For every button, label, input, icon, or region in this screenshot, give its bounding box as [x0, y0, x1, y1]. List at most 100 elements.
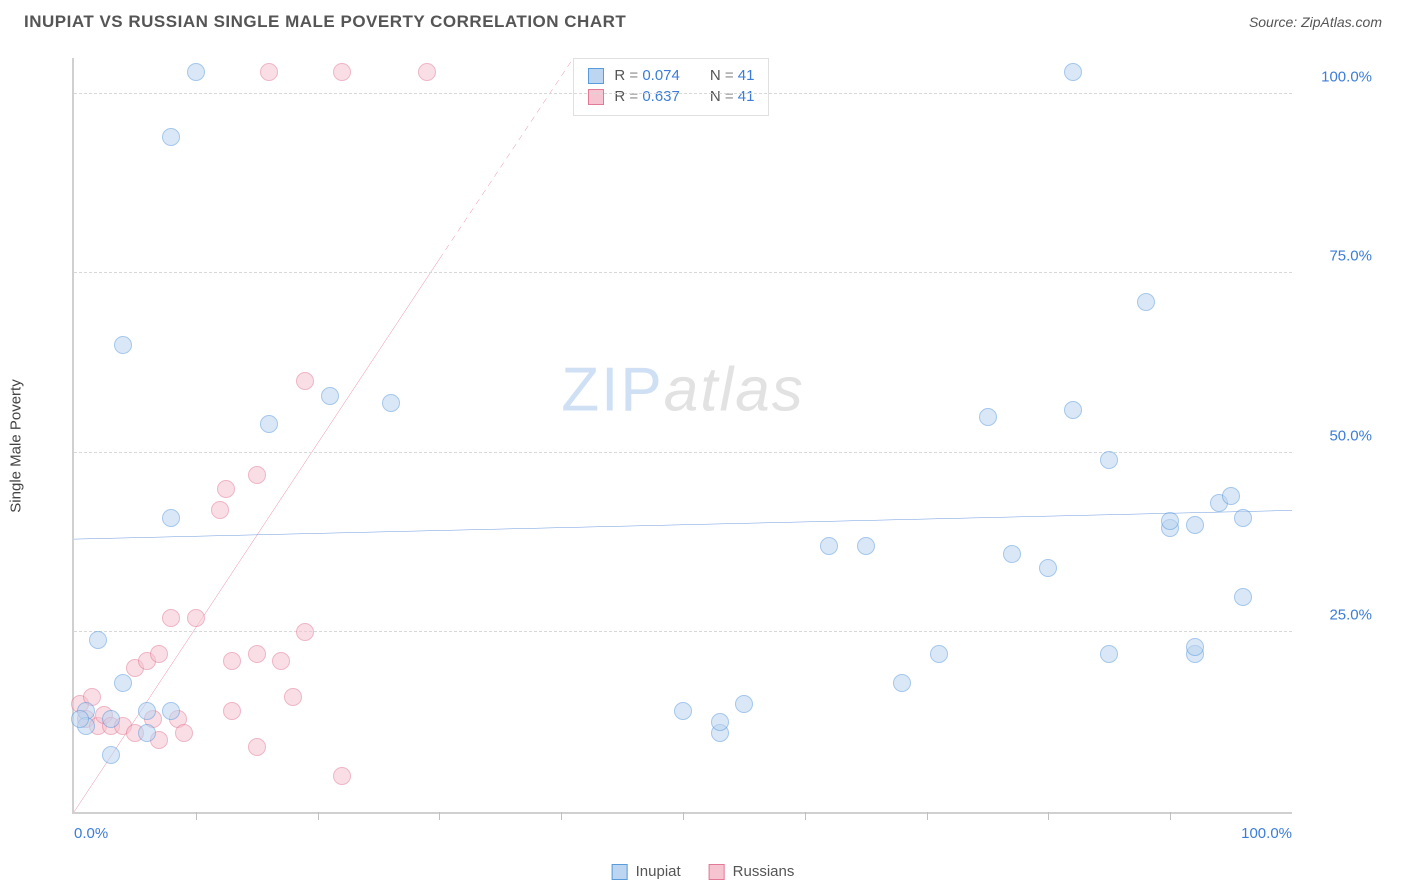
- scatter-point-inupiat: [1222, 487, 1240, 505]
- chart-source: Source: ZipAtlas.com: [1249, 14, 1382, 30]
- plot-area: ZIPatlas R = 0.074N = 41R = 0.637N = 41 …: [72, 58, 1292, 814]
- scatter-point-inupiat: [1137, 293, 1155, 311]
- scatter-point-inupiat: [382, 394, 400, 412]
- stat-row-inupiat: R = 0.074 N = 41: [588, 65, 754, 86]
- scatter-point-russians: [296, 372, 314, 390]
- x-tick: [318, 812, 319, 820]
- scatter-point-inupiat: [1100, 451, 1118, 469]
- scatter-point-inupiat: [162, 702, 180, 720]
- x-tick: [196, 812, 197, 820]
- scatter-point-inupiat: [711, 713, 729, 731]
- y-tick-label: 100.0%: [1302, 68, 1372, 85]
- scatter-point-inupiat: [979, 408, 997, 426]
- scatter-point-inupiat: [102, 746, 120, 764]
- scatter-point-russians: [272, 652, 290, 670]
- x-tick: [683, 812, 684, 820]
- scatter-point-inupiat: [1100, 645, 1118, 663]
- correlation-stat-box: R = 0.074 N = 41 R = 0.637 N = 41: [573, 58, 769, 116]
- scatter-point-inupiat: [114, 336, 132, 354]
- scatter-point-inupiat: [138, 702, 156, 720]
- stat-row-russians: R = 0.637 N = 41: [588, 86, 754, 107]
- scatter-point-russians: [248, 738, 266, 756]
- trend-lines-layer: [74, 58, 1292, 812]
- scatter-point-inupiat: [1234, 588, 1252, 606]
- scatter-point-russians: [333, 63, 351, 81]
- scatter-point-russians: [248, 645, 266, 663]
- legend-item-inupiat[interactable]: Inupiat: [612, 863, 681, 880]
- x-tick: [561, 812, 562, 820]
- scatter-point-russians: [223, 702, 241, 720]
- watermark-atlas: atlas: [664, 355, 805, 424]
- scatter-point-russians: [150, 645, 168, 663]
- x-tick: [1048, 812, 1049, 820]
- grid-line: [74, 631, 1292, 632]
- x-tick: [439, 812, 440, 820]
- scatter-point-russians: [284, 688, 302, 706]
- scatter-point-inupiat: [162, 509, 180, 527]
- y-axis-label: Single Male Poverty: [8, 379, 25, 512]
- legend-item-russians[interactable]: Russians: [709, 863, 795, 880]
- scatter-point-inupiat: [1064, 63, 1082, 81]
- scatter-point-russians: [296, 623, 314, 641]
- legend-swatch-icon: [709, 864, 725, 880]
- source-name: ZipAtlas.com: [1301, 14, 1382, 30]
- stat-n-label: N = 41: [710, 88, 755, 105]
- scatter-point-russians: [175, 724, 193, 742]
- scatter-point-russians: [418, 63, 436, 81]
- grid-line: [74, 272, 1292, 273]
- trend-line: [439, 58, 573, 259]
- watermark: ZIPatlas: [561, 354, 804, 425]
- scatter-point-inupiat: [857, 537, 875, 555]
- y-tick-label: 75.0%: [1302, 248, 1372, 265]
- scatter-point-inupiat: [71, 710, 89, 728]
- scatter-point-russians: [187, 609, 205, 627]
- x-tick: [805, 812, 806, 820]
- scatter-point-inupiat: [102, 710, 120, 728]
- chart-header: INUPIAT VS RUSSIAN SINGLE MALE POVERTY C…: [0, 0, 1406, 40]
- stat-swatch-icon: [588, 68, 604, 84]
- x-tick-label: 0.0%: [74, 825, 108, 842]
- stat-n-label: N = 41: [710, 67, 755, 84]
- scatter-point-inupiat: [735, 695, 753, 713]
- scatter-point-inupiat: [1186, 638, 1204, 656]
- x-tick: [1170, 812, 1171, 820]
- scatter-point-inupiat: [187, 63, 205, 81]
- scatter-point-inupiat: [321, 387, 339, 405]
- scatter-point-russians: [333, 767, 351, 785]
- scatter-point-inupiat: [893, 674, 911, 692]
- y-tick-label: 25.0%: [1302, 607, 1372, 624]
- source-prefix: Source:: [1249, 14, 1301, 30]
- stat-r-label: R = 0.074: [614, 67, 679, 84]
- legend-swatch-icon: [612, 864, 628, 880]
- chart-container: Single Male Poverty ZIPatlas R = 0.074N …: [24, 48, 1382, 844]
- scatter-point-inupiat: [1064, 401, 1082, 419]
- y-tick-label: 50.0%: [1302, 427, 1372, 444]
- scatter-point-russians: [248, 466, 266, 484]
- scatter-point-russians: [162, 609, 180, 627]
- grid-line: [74, 93, 1292, 94]
- scatter-point-inupiat: [1003, 545, 1021, 563]
- legend-label: Inupiat: [636, 863, 681, 880]
- x-tick-label: 100.0%: [1241, 825, 1292, 842]
- stat-r-label: R = 0.637: [614, 88, 679, 105]
- scatter-point-inupiat: [162, 128, 180, 146]
- x-tick: [927, 812, 928, 820]
- chart-title: INUPIAT VS RUSSIAN SINGLE MALE POVERTY C…: [24, 12, 626, 32]
- scatter-point-inupiat: [1161, 512, 1179, 530]
- scatter-point-inupiat: [1039, 559, 1057, 577]
- scatter-point-russians: [217, 480, 235, 498]
- scatter-point-inupiat: [674, 702, 692, 720]
- scatter-point-inupiat: [89, 631, 107, 649]
- scatter-point-russians: [260, 63, 278, 81]
- scatter-point-inupiat: [260, 415, 278, 433]
- scatter-point-inupiat: [1234, 509, 1252, 527]
- stat-swatch-icon: [588, 89, 604, 105]
- series-legend: Inupiat Russians: [612, 863, 795, 880]
- scatter-point-inupiat: [820, 537, 838, 555]
- scatter-point-inupiat: [138, 724, 156, 742]
- scatter-point-russians: [223, 652, 241, 670]
- scatter-point-inupiat: [1186, 516, 1204, 534]
- scatter-point-inupiat: [930, 645, 948, 663]
- scatter-point-russians: [211, 501, 229, 519]
- legend-label: Russians: [733, 863, 795, 880]
